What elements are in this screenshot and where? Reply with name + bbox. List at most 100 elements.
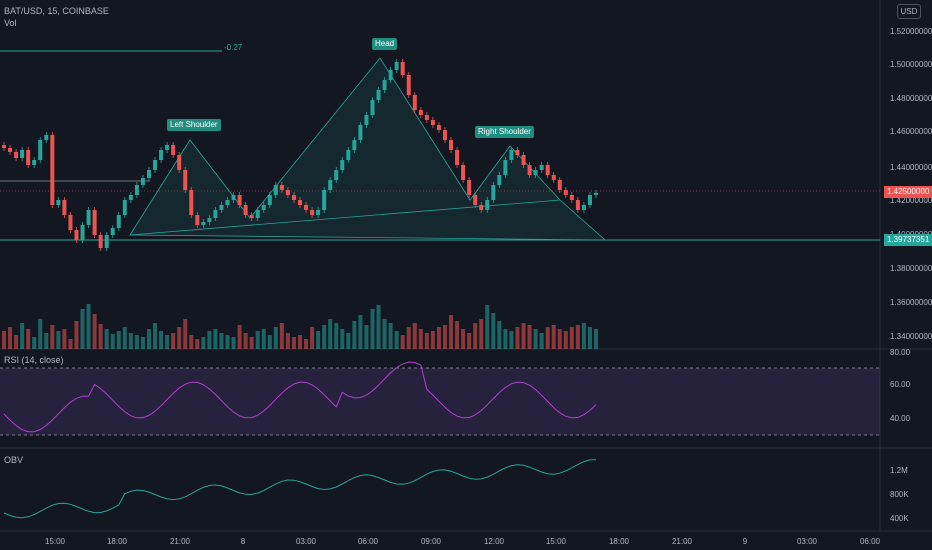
time-tick: 8 (241, 537, 246, 546)
volume-bar (479, 319, 484, 349)
volume-bar (98, 324, 103, 349)
volume-bar (594, 329, 598, 349)
candle (376, 90, 381, 100)
volume-bar (92, 314, 97, 349)
volume-bar (370, 309, 375, 349)
candle (539, 165, 544, 170)
candle (62, 200, 67, 215)
symbol-title[interactable]: BAT/USD, 15, COINBASE (4, 6, 109, 16)
volume-bar (418, 329, 423, 349)
candle (225, 200, 230, 205)
left-shoulder-label[interactable]: Left Shoulder (167, 119, 221, 131)
candle (26, 150, 31, 165)
volume-bar (171, 333, 176, 349)
candle (575, 200, 580, 210)
candle (189, 190, 194, 215)
rsi-indicator-label[interactable]: RSI (14, close) (4, 355, 64, 365)
candle (545, 165, 550, 175)
currency-button[interactable]: USD (897, 4, 921, 19)
time-tick: 21:00 (170, 537, 191, 546)
candle (285, 190, 290, 195)
volume-bar (8, 327, 13, 349)
volume-bar (503, 329, 508, 349)
hs-pattern (129, 57, 607, 241)
candle (243, 205, 248, 215)
volume-bar (442, 325, 447, 349)
volume-bar (86, 304, 91, 349)
volume-bar (304, 339, 309, 349)
candle (2, 145, 6, 148)
candle (569, 195, 574, 200)
candle (370, 100, 375, 115)
candle (382, 80, 387, 90)
volume-bar (346, 333, 351, 349)
right-shoulder-label[interactable]: Right Shoulder (475, 126, 534, 138)
volume-bar (334, 323, 339, 349)
candle (74, 230, 79, 240)
volume-bar (394, 331, 399, 349)
volume-bar (509, 331, 514, 349)
volume-bar (563, 331, 568, 349)
volume-bar (364, 325, 369, 349)
time-tick: 03:00 (296, 537, 317, 546)
volume-bar (533, 329, 538, 349)
volume-bar (231, 337, 236, 349)
volume-bar (279, 323, 284, 349)
last-price-badge: 1.42500000 (884, 186, 932, 198)
volume-bar (400, 335, 405, 349)
volume-bar (2, 331, 6, 349)
volume-bar (140, 337, 145, 349)
candle (38, 140, 43, 160)
candle (165, 145, 170, 150)
candle (430, 120, 435, 125)
candle (467, 180, 472, 195)
candle (346, 150, 351, 160)
candle (116, 215, 121, 228)
candle (110, 228, 115, 235)
obv-indicator-label[interactable]: OBV (4, 455, 24, 465)
volume-bar (461, 329, 466, 349)
volume-bar (74, 321, 79, 349)
volume-bar (213, 329, 218, 349)
volume-bar (44, 333, 49, 349)
head-label[interactable]: Head (372, 38, 398, 50)
candle (485, 200, 490, 210)
candle (394, 62, 399, 70)
volume-bar (328, 319, 333, 349)
candle (267, 195, 272, 205)
obv-tick: 1.2M (890, 466, 908, 475)
time-tick: 06:00 (860, 537, 881, 546)
candle (479, 205, 484, 210)
volume-bar (110, 334, 115, 349)
volume-bar (134, 335, 139, 349)
candle (515, 150, 520, 155)
volume-bar (237, 325, 242, 349)
price-tick: 1.50000000 (890, 60, 932, 69)
candle (237, 195, 242, 205)
candle (400, 62, 405, 75)
candle (177, 155, 182, 170)
volume-bar (352, 321, 357, 349)
volume-bar (183, 319, 188, 349)
volume-bar (26, 329, 31, 349)
candle (207, 218, 212, 222)
volume-bar (436, 327, 441, 349)
volume-bar (62, 329, 67, 349)
rsi-tick: 80.00 (890, 348, 911, 357)
candle (50, 135, 55, 205)
time-tick: 12:00 (484, 537, 505, 546)
obv-tick: 800K (890, 490, 909, 499)
candle (358, 125, 363, 140)
volume-bar (424, 333, 429, 349)
volume-label[interactable]: Vol (4, 18, 17, 28)
volume-bar (569, 327, 574, 349)
rsi-line (3, 361, 597, 433)
candle (68, 215, 73, 230)
candle (527, 165, 532, 175)
volume-bar (128, 333, 133, 349)
candle (140, 178, 145, 185)
volume-bar (491, 313, 496, 349)
volume-bar (207, 331, 212, 349)
candle (14, 152, 19, 158)
